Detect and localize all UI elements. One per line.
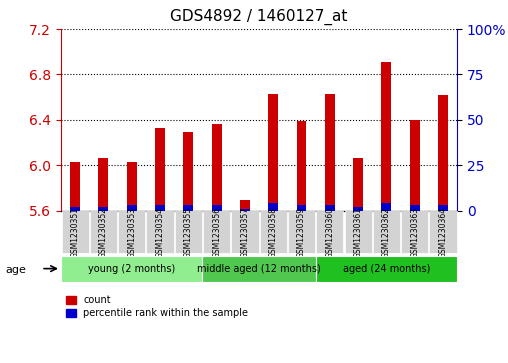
Bar xyxy=(99,207,108,211)
Bar xyxy=(212,205,221,211)
Text: GSM1230360: GSM1230360 xyxy=(325,207,334,258)
Bar xyxy=(127,205,137,211)
Bar xyxy=(325,205,335,211)
Bar xyxy=(212,124,221,211)
Text: age: age xyxy=(5,265,26,276)
FancyBboxPatch shape xyxy=(203,256,315,282)
FancyBboxPatch shape xyxy=(203,211,230,253)
Text: GSM1230364: GSM1230364 xyxy=(438,207,448,258)
Text: young (2 months): young (2 months) xyxy=(88,264,175,274)
FancyBboxPatch shape xyxy=(401,211,428,253)
FancyBboxPatch shape xyxy=(315,256,457,282)
Bar xyxy=(438,95,448,211)
Bar xyxy=(183,205,193,211)
FancyBboxPatch shape xyxy=(373,211,400,253)
Bar xyxy=(127,162,137,211)
Bar xyxy=(240,200,250,211)
Text: aged (24 months): aged (24 months) xyxy=(343,264,430,274)
Text: middle aged (12 months): middle aged (12 months) xyxy=(197,264,321,274)
Text: GSM1230356: GSM1230356 xyxy=(212,207,221,258)
Bar xyxy=(155,128,165,211)
Text: GSM1230357: GSM1230357 xyxy=(240,207,249,258)
Bar xyxy=(410,120,420,211)
Text: GSM1230354: GSM1230354 xyxy=(155,207,165,258)
FancyBboxPatch shape xyxy=(429,211,457,253)
FancyBboxPatch shape xyxy=(260,211,287,253)
Bar xyxy=(353,207,363,211)
Text: GSM1230361: GSM1230361 xyxy=(354,207,363,258)
Text: GSM1230359: GSM1230359 xyxy=(297,207,306,258)
Text: GSM1230363: GSM1230363 xyxy=(410,207,419,258)
Text: GSM1230358: GSM1230358 xyxy=(269,207,278,258)
Legend: count, percentile rank within the sample: count, percentile rank within the sample xyxy=(66,295,248,318)
Bar xyxy=(183,132,193,211)
FancyBboxPatch shape xyxy=(118,211,145,253)
Text: GSM1230353: GSM1230353 xyxy=(127,207,136,258)
FancyBboxPatch shape xyxy=(344,211,372,253)
FancyBboxPatch shape xyxy=(146,211,174,253)
Bar xyxy=(297,121,306,211)
Bar xyxy=(240,209,250,211)
FancyBboxPatch shape xyxy=(61,256,203,282)
Bar xyxy=(410,205,420,211)
Bar xyxy=(438,205,448,211)
Bar xyxy=(155,205,165,211)
Text: GSM1230352: GSM1230352 xyxy=(99,207,108,258)
FancyBboxPatch shape xyxy=(61,211,89,253)
Text: GSM1230351: GSM1230351 xyxy=(71,207,80,258)
FancyBboxPatch shape xyxy=(288,211,315,253)
Bar xyxy=(70,207,80,211)
Title: GDS4892 / 1460127_at: GDS4892 / 1460127_at xyxy=(170,9,348,25)
FancyBboxPatch shape xyxy=(90,211,117,253)
Bar xyxy=(99,158,108,211)
Text: GSM1230362: GSM1230362 xyxy=(382,207,391,258)
FancyBboxPatch shape xyxy=(316,211,343,253)
Bar xyxy=(268,94,278,211)
Bar xyxy=(70,162,80,211)
Bar xyxy=(268,203,278,211)
Bar xyxy=(382,62,391,211)
Bar xyxy=(382,203,391,211)
Text: GSM1230355: GSM1230355 xyxy=(184,207,193,258)
Bar xyxy=(297,205,306,211)
Bar xyxy=(353,158,363,211)
FancyBboxPatch shape xyxy=(175,211,202,253)
Bar xyxy=(325,94,335,211)
FancyBboxPatch shape xyxy=(231,211,259,253)
